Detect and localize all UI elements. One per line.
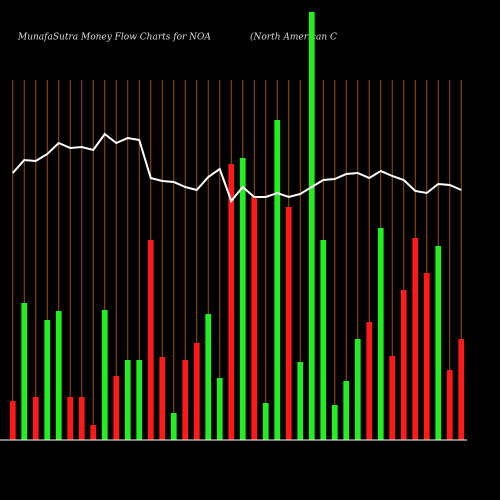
chart-subtitle: (North American C [250, 32, 337, 43]
money-flow-line [12, 132, 462, 203]
bar [423, 273, 430, 440]
bar [435, 246, 442, 440]
bar [285, 207, 292, 440]
bar [400, 290, 407, 440]
bar [343, 381, 350, 440]
bar [228, 164, 235, 440]
bar [113, 376, 120, 440]
bar [147, 240, 154, 440]
bar [124, 360, 131, 440]
bar [331, 405, 338, 440]
bar [205, 314, 212, 440]
bar [354, 339, 361, 440]
bar [274, 120, 281, 440]
bar [251, 196, 258, 440]
bar [458, 339, 465, 440]
bar [320, 240, 327, 440]
bar [21, 303, 28, 440]
bar [239, 158, 246, 440]
bar [216, 378, 223, 440]
bar [159, 357, 166, 440]
bar [193, 343, 200, 440]
bar [182, 360, 189, 440]
bar [67, 397, 74, 440]
bar [389, 356, 396, 440]
bar [377, 228, 384, 440]
bar [262, 403, 269, 440]
bar [78, 397, 85, 440]
bar [446, 370, 453, 440]
bar [366, 322, 373, 440]
bar [32, 397, 39, 440]
bar [412, 238, 419, 440]
bar [101, 310, 108, 440]
bar [170, 413, 177, 440]
bar [55, 311, 62, 440]
bar [136, 360, 143, 440]
bar [9, 401, 16, 440]
bar [90, 425, 97, 440]
bar [308, 12, 315, 440]
bar [44, 320, 51, 440]
bar [297, 362, 304, 440]
chart-title: MunafaSutra Money Flow Charts for NOA [17, 33, 211, 43]
